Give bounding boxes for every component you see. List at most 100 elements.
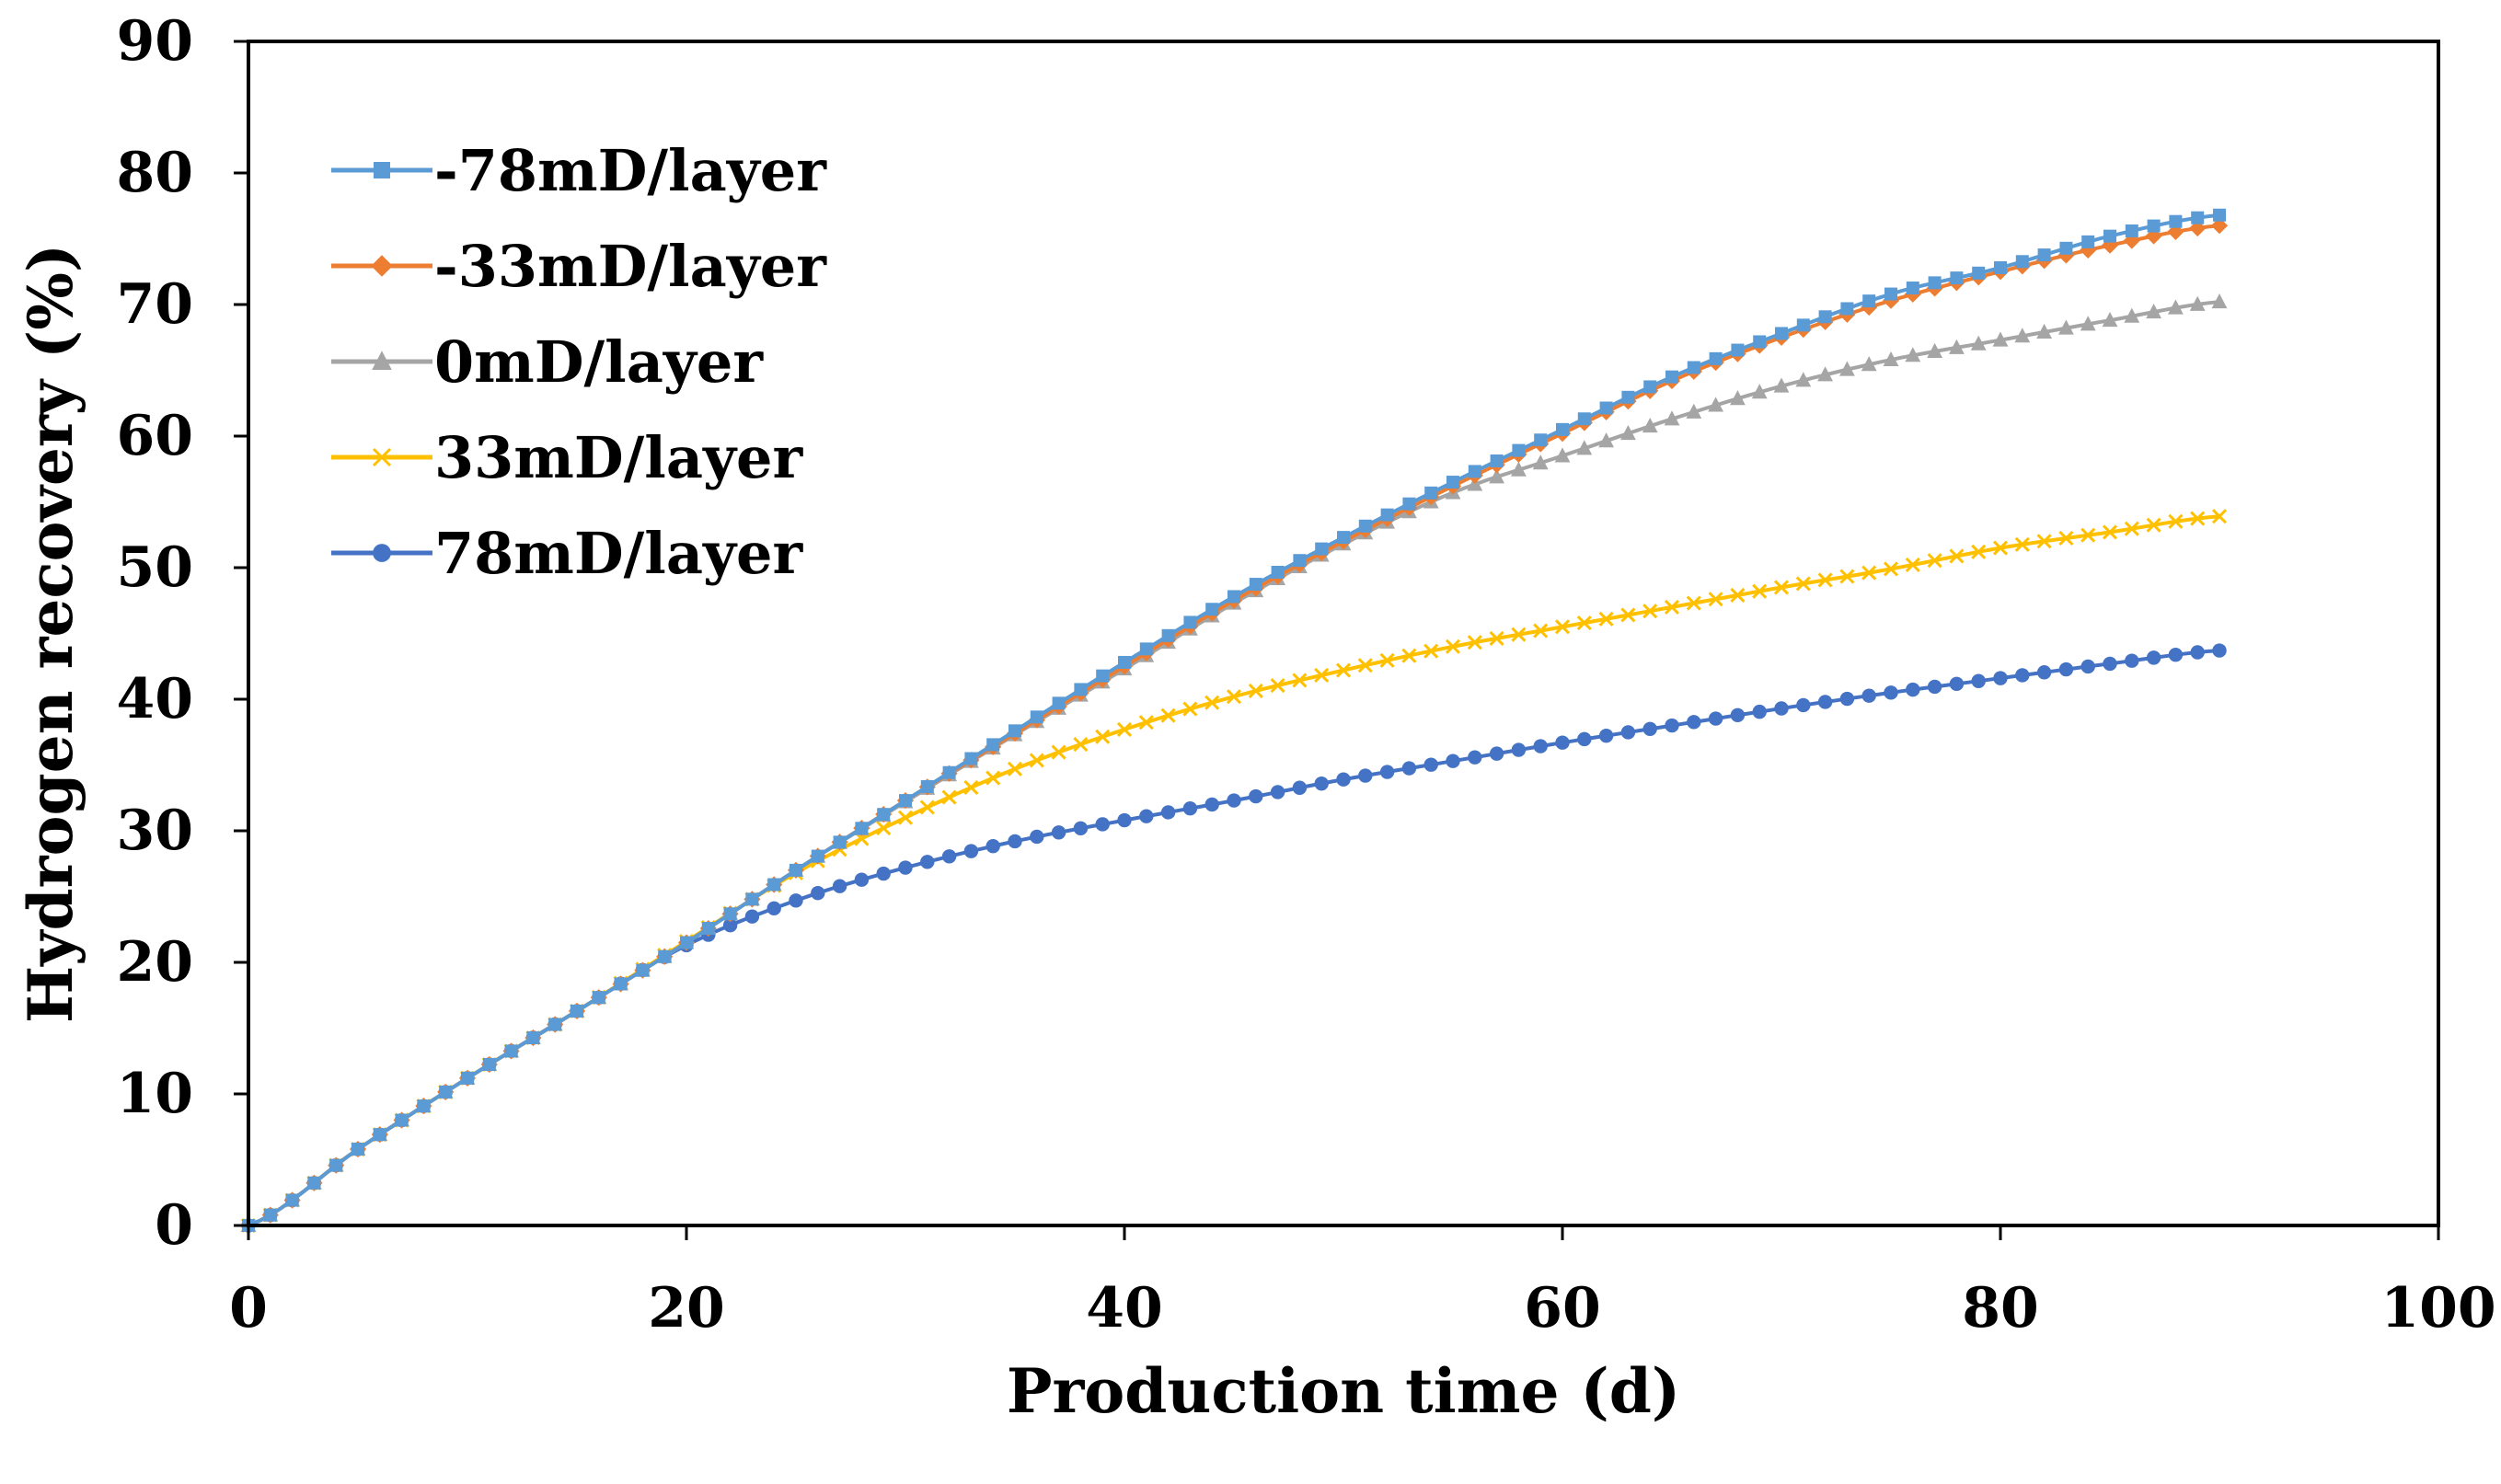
data-point (1052, 696, 1066, 710)
data-point (2190, 511, 2206, 526)
y-tick-label: 80 (117, 141, 194, 205)
data-point (1993, 671, 2008, 685)
data-point (2146, 517, 2161, 533)
data-point (1468, 750, 1482, 765)
data-point (2015, 255, 2029, 269)
data-point (1577, 731, 1592, 747)
axis-ticks: 0 20 40 60 80 100 0 10 20 30 40 50 60 70 80 90 (117, 9, 2496, 1340)
data-point (1708, 711, 1723, 726)
y-tick-label: 10 (117, 1062, 194, 1126)
data-point (919, 800, 935, 815)
y-tick-label: 70 (117, 272, 194, 337)
data-point (1445, 638, 1461, 654)
data-point (395, 1113, 409, 1127)
data-point (1511, 742, 1527, 757)
data-point (1687, 715, 1701, 730)
data-point (789, 893, 803, 908)
data-point (1160, 707, 1176, 723)
data-point (2168, 648, 2184, 662)
data-point (1817, 695, 1833, 709)
data-point (1905, 347, 1921, 362)
series-layer (239, 208, 2229, 1235)
data-point (1380, 508, 1394, 522)
data-point (1357, 658, 1373, 673)
data-point (1795, 372, 1812, 387)
data-point (636, 963, 650, 977)
data-point (1358, 768, 1373, 783)
data-point (1950, 271, 1964, 285)
data-point (1775, 327, 1788, 340)
data-point (1576, 615, 1592, 631)
data-point (789, 863, 802, 877)
data-point (1335, 662, 1352, 678)
data-point (1599, 401, 1613, 415)
data-point (1598, 432, 1614, 448)
data-point (1620, 607, 1636, 623)
data-point (1468, 465, 1481, 478)
data-point (1686, 595, 1701, 611)
data-point (1073, 821, 1089, 836)
data-point (504, 1044, 518, 1058)
data-point (1906, 682, 1920, 697)
data-point (1533, 623, 1549, 638)
data-point (1840, 302, 1854, 316)
data-point (1818, 310, 1832, 324)
data-point (766, 901, 781, 916)
data-point (941, 849, 957, 864)
data-point (1489, 468, 1504, 484)
data-point (1315, 542, 1329, 556)
data-point (1511, 461, 1527, 477)
data-point (1226, 689, 1242, 705)
data-point (1292, 673, 1308, 688)
data-point (1620, 425, 1636, 441)
data-point (263, 1208, 277, 1222)
data-point (985, 838, 1000, 854)
data-point (2211, 293, 2228, 309)
data-point (2058, 661, 2074, 677)
data-point (1423, 757, 1438, 772)
data-point (1598, 611, 1614, 627)
data-point (2125, 653, 2139, 668)
data-point (1576, 440, 1593, 455)
data-point (2168, 299, 2184, 315)
data-point (571, 1004, 583, 1018)
data-point (1687, 361, 1700, 374)
data-point (1008, 834, 1022, 849)
data-point (1708, 397, 1723, 412)
data-point (2146, 303, 2161, 319)
data-point (1204, 695, 1220, 710)
data-point (1051, 825, 1066, 840)
data-point (1227, 793, 1241, 808)
data-point (658, 949, 672, 963)
data-point (1927, 553, 1942, 569)
data-point (1751, 384, 1768, 399)
data-point (1994, 260, 2007, 274)
data-point (548, 1018, 562, 1031)
data-point (1861, 356, 1877, 372)
data-point (417, 1099, 431, 1113)
data-point (1970, 335, 1987, 351)
data-point (833, 835, 847, 849)
data-point (1030, 710, 1043, 724)
data-point (1183, 615, 1197, 629)
y-tick-label: 30 (117, 799, 194, 863)
data-point (1402, 497, 1416, 511)
data-point (1949, 676, 1965, 692)
data-point (2080, 527, 2096, 543)
legend-label: 0mD/layer (434, 328, 764, 396)
data-point (986, 738, 1000, 752)
data-point (811, 849, 824, 863)
data-point (1642, 418, 1658, 433)
data-point (1227, 590, 1240, 604)
data-point (1620, 725, 1636, 740)
x-tick-label: 20 (648, 1276, 725, 1340)
data-point (1949, 339, 1965, 354)
data-point (1446, 476, 1459, 489)
data-point (745, 892, 759, 906)
data-point (1270, 677, 1285, 694)
legend-label: 33mD/layer (434, 424, 803, 491)
data-point (744, 909, 760, 924)
data-point (1795, 576, 1811, 592)
data-point (1446, 754, 1460, 768)
data-point (2059, 241, 2073, 255)
